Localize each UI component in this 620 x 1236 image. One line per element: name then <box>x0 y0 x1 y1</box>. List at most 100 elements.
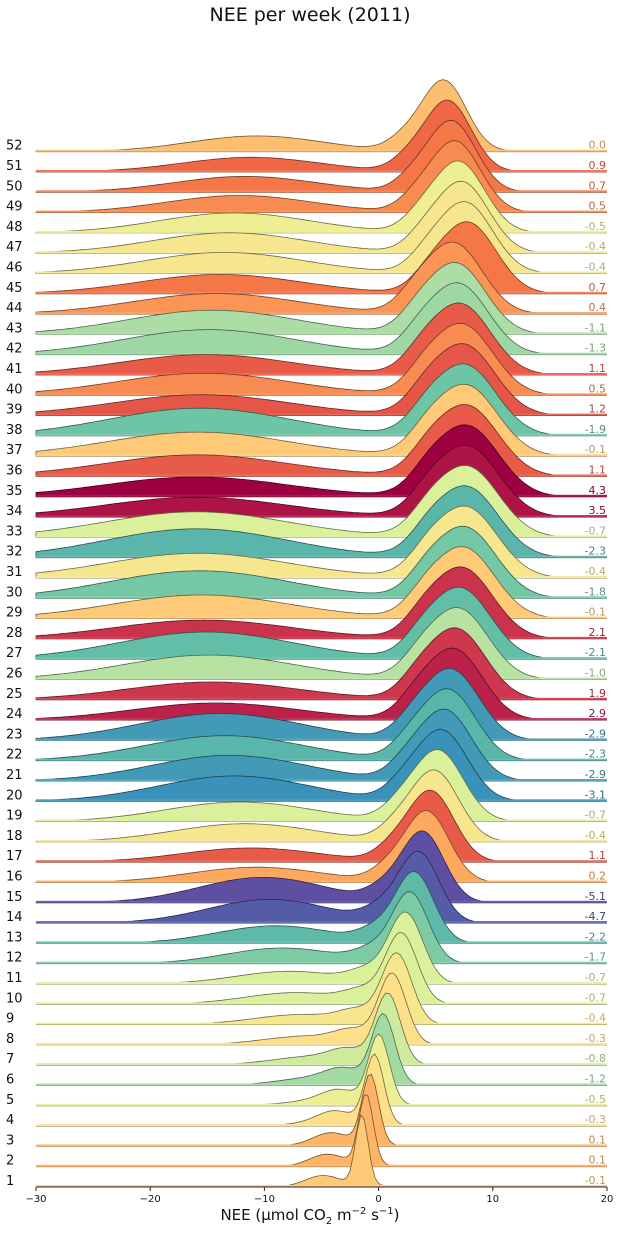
week-label-9: 9 <box>6 1012 14 1027</box>
ridge-baseline-week-39 <box>36 413 607 416</box>
week-label-10: 10 <box>6 991 23 1006</box>
ridge-baseline-week-36 <box>36 474 607 477</box>
ridge-week-14: 14 -4.7 <box>6 850 607 925</box>
week-label-52: 52 <box>6 139 23 154</box>
week-mean-10: -0.7 <box>585 991 606 1004</box>
ridge-baseline-week-11 <box>36 982 607 984</box>
week-mean-52: 0.0 <box>589 139 607 152</box>
week-mean-48: -0.5 <box>585 220 606 233</box>
week-mean-26: -1.0 <box>585 667 606 680</box>
x-axis-label-sup1: −2 <box>351 1206 367 1217</box>
ridge-baseline-week-40 <box>36 393 607 396</box>
ridge-baseline-week-38 <box>36 433 607 436</box>
ridge-baseline-week-44 <box>36 312 607 315</box>
x-tick-label--30: −30 <box>25 1194 46 1205</box>
week-mean-2: 0.1 <box>589 1154 607 1167</box>
week-mean-38: -1.9 <box>585 423 606 436</box>
ridge-week-18: 18 -0.4 <box>6 769 607 844</box>
week-label-38: 38 <box>6 423 23 438</box>
ridge-baseline-week-2 <box>36 1164 607 1167</box>
ridge-baseline-week-14 <box>36 921 607 924</box>
week-label-12: 12 <box>6 951 23 966</box>
week-mean-5: -0.5 <box>585 1093 606 1106</box>
week-label-8: 8 <box>6 1032 14 1047</box>
week-label-34: 34 <box>6 504 23 519</box>
ridge-week-11: 11 -0.7 <box>6 911 607 986</box>
x-tick-label-10: 10 <box>486 1194 499 1205</box>
ridge-baseline-week-28 <box>36 636 607 639</box>
ridge-baseline-week-29 <box>36 616 607 619</box>
ridge-baseline-week-50 <box>36 190 607 193</box>
ridge-baseline-week-10 <box>36 1002 607 1005</box>
week-mean-27: -2.1 <box>585 646 606 659</box>
week-label-23: 23 <box>6 727 23 742</box>
week-mean-35: 4.3 <box>589 484 607 497</box>
ridge-baseline-week-43 <box>36 332 607 335</box>
ridge-baseline-week-41 <box>36 373 607 375</box>
x-axis-label-sup2: −1 <box>378 1206 394 1217</box>
week-label-16: 16 <box>6 870 23 885</box>
ridge-week-9: 9 -0.4 <box>6 952 607 1027</box>
week-mean-46: -0.4 <box>585 261 606 274</box>
week-mean-16: 0.2 <box>589 870 607 883</box>
week-label-5: 5 <box>6 1093 14 1108</box>
ridge-week-3: 3 0.1 <box>6 1073 607 1148</box>
ridge-baseline-week-17 <box>36 860 607 863</box>
ridge-baseline-week-34 <box>36 515 607 518</box>
week-mean-36: 1.1 <box>589 464 607 477</box>
ridge-week-2: 2 0.1 <box>6 1094 607 1169</box>
ridge-baseline-week-4 <box>36 1124 607 1127</box>
ridge-baseline-week-12 <box>36 961 607 964</box>
week-label-48: 48 <box>6 220 23 235</box>
week-mean-14: -4.7 <box>585 910 606 923</box>
week-label-42: 42 <box>6 342 23 357</box>
week-mean-12: -1.7 <box>585 951 606 964</box>
week-label-14: 14 <box>6 910 23 925</box>
ridge-week-52: 52 0.0 <box>6 79 607 154</box>
week-mean-32: -2.3 <box>585 545 606 558</box>
ridge-baseline-week-48 <box>36 230 607 233</box>
week-mean-21: -2.9 <box>585 768 606 781</box>
week-mean-19: -0.7 <box>585 809 606 822</box>
week-mean-15: -5.1 <box>585 890 606 903</box>
ridge-baseline-week-47 <box>36 251 607 254</box>
week-label-19: 19 <box>6 809 23 824</box>
ridge-baseline-week-33 <box>36 535 607 538</box>
week-label-49: 49 <box>6 200 23 215</box>
week-mean-30: -1.8 <box>585 585 606 598</box>
ridge-week-6: 6 -1.2 <box>6 1012 607 1088</box>
x-tick-label-0: 0 <box>375 1194 381 1205</box>
week-label-27: 27 <box>6 646 23 661</box>
ridge-baseline-week-31 <box>36 576 607 578</box>
ridge-week-4: 4 -0.3 <box>6 1053 607 1128</box>
week-label-43: 43 <box>6 321 23 336</box>
week-label-39: 39 <box>6 403 23 418</box>
week-mean-43: -1.1 <box>585 321 606 334</box>
ridge-baseline-week-20 <box>36 799 607 802</box>
ridge-week-50: 50 0.7 <box>6 119 607 194</box>
week-mean-8: -0.3 <box>585 1032 606 1045</box>
week-label-2: 2 <box>6 1154 14 1169</box>
week-mean-17: 1.1 <box>589 849 607 862</box>
week-label-29: 29 <box>6 606 23 621</box>
week-mean-42: -1.3 <box>585 342 606 355</box>
x-tick-label-20: 20 <box>601 1194 614 1205</box>
week-mean-9: -0.4 <box>585 1012 606 1025</box>
week-label-6: 6 <box>6 1073 14 1088</box>
week-mean-22: -2.3 <box>585 748 606 761</box>
week-label-11: 11 <box>6 971 23 986</box>
week-label-4: 4 <box>6 1113 14 1128</box>
week-label-28: 28 <box>6 626 23 641</box>
x-axis-label: NEE (µmol CO2 m−2 s−1) <box>0 1206 620 1227</box>
week-mean-45: 0.7 <box>589 281 607 294</box>
ridge-baseline-week-1 <box>36 1185 607 1187</box>
x-axis-label-mid: m <box>332 1206 352 1224</box>
ridge-baseline-week-42 <box>36 352 607 355</box>
week-label-46: 46 <box>6 261 23 276</box>
week-label-20: 20 <box>6 788 23 803</box>
week-label-30: 30 <box>6 585 23 600</box>
ridge-baseline-week-52 <box>36 149 607 152</box>
ridge-week-10: 10 -0.7 <box>6 931 607 1006</box>
x-axis-label-sub: 2 <box>325 1216 333 1227</box>
